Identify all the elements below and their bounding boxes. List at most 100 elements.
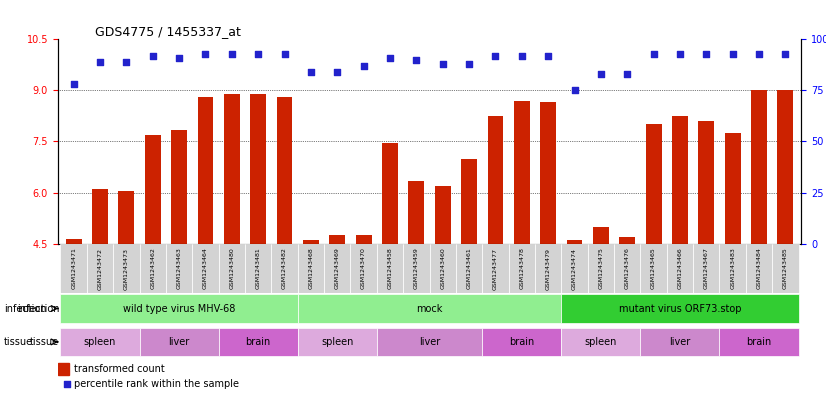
Point (779, 50, 792, 57)
Bar (118, 191, 135, 244)
Text: spleen: spleen (83, 337, 116, 347)
Text: GSM1243473: GSM1243473 (124, 248, 129, 290)
Point (504, 292, 517, 298)
Point (620, 71, 634, 77)
Text: GSM1243469: GSM1243469 (335, 248, 339, 290)
Point (726, 50, 739, 57)
Text: GSM1243459: GSM1243459 (414, 248, 419, 290)
Point (647, 50, 660, 57)
Point (568, 87, 582, 94)
Point (146, 53, 159, 59)
Bar (303, 240, 319, 244)
Bar (724, 133, 741, 244)
Text: liver: liver (169, 337, 190, 347)
Point (410, 57, 423, 63)
Text: GSM1243462: GSM1243462 (150, 248, 155, 290)
FancyBboxPatch shape (614, 244, 640, 293)
FancyBboxPatch shape (219, 328, 297, 356)
Text: wild type virus MHV-68: wild type virus MHV-68 (123, 303, 235, 314)
FancyBboxPatch shape (60, 328, 140, 356)
Text: brain: brain (747, 337, 771, 347)
FancyBboxPatch shape (324, 244, 350, 293)
Bar (145, 135, 160, 244)
Point (225, 50, 239, 57)
FancyBboxPatch shape (430, 244, 456, 293)
Bar (699, 121, 714, 244)
Text: brain: brain (509, 337, 534, 347)
FancyBboxPatch shape (509, 244, 535, 293)
FancyBboxPatch shape (772, 244, 799, 293)
Text: spleen: spleen (585, 337, 617, 347)
FancyBboxPatch shape (60, 294, 297, 323)
Bar (540, 102, 556, 244)
Point (673, 50, 686, 57)
Text: GSM1243471: GSM1243471 (71, 248, 76, 290)
Text: GSM1243468: GSM1243468 (308, 248, 313, 289)
Bar (408, 181, 425, 244)
Point (120, 59, 133, 65)
Bar (197, 97, 213, 244)
Text: GSM1243464: GSM1243464 (203, 248, 208, 290)
Text: GSM1243467: GSM1243467 (704, 248, 709, 290)
Bar (620, 237, 635, 244)
FancyBboxPatch shape (297, 294, 562, 323)
FancyBboxPatch shape (482, 244, 509, 293)
Bar (92, 189, 108, 244)
Text: transformed count: transformed count (74, 364, 165, 374)
FancyBboxPatch shape (640, 328, 719, 356)
Bar (250, 94, 266, 244)
Text: GSM1243461: GSM1243461 (467, 248, 472, 289)
Bar (567, 240, 582, 244)
Bar (593, 227, 609, 244)
Point (752, 50, 766, 57)
FancyBboxPatch shape (192, 244, 219, 293)
Bar (356, 235, 372, 244)
Point (93, 59, 107, 65)
Bar (777, 90, 793, 244)
Text: GSM1243481: GSM1243481 (256, 248, 261, 289)
Text: GSM1243478: GSM1243478 (520, 248, 525, 290)
Text: GSM1243477: GSM1243477 (493, 248, 498, 290)
Bar (514, 101, 529, 244)
FancyBboxPatch shape (245, 244, 272, 293)
Text: GSM1243470: GSM1243470 (361, 248, 366, 290)
Text: mock: mock (416, 303, 443, 314)
Point (330, 69, 344, 75)
Point (252, 50, 265, 57)
FancyBboxPatch shape (377, 328, 482, 356)
Bar (382, 143, 398, 244)
FancyBboxPatch shape (87, 244, 113, 293)
Bar (58, 363, 69, 375)
Text: GSM1243472: GSM1243472 (97, 248, 102, 290)
FancyBboxPatch shape (667, 244, 693, 293)
Text: GSM1243480: GSM1243480 (230, 248, 235, 289)
Bar (330, 235, 345, 244)
Text: GSM1243463: GSM1243463 (177, 248, 182, 290)
Point (515, 53, 529, 59)
FancyBboxPatch shape (535, 244, 562, 293)
Text: GSM1243474: GSM1243474 (572, 248, 577, 290)
Text: GSM1243476: GSM1243476 (624, 248, 629, 290)
Text: GSM1243460: GSM1243460 (440, 248, 445, 289)
Point (199, 50, 212, 57)
FancyBboxPatch shape (482, 328, 562, 356)
Text: infection: infection (4, 303, 46, 314)
FancyBboxPatch shape (719, 244, 746, 293)
Bar (672, 116, 688, 244)
FancyBboxPatch shape (140, 328, 219, 356)
FancyBboxPatch shape (219, 244, 245, 293)
FancyBboxPatch shape (113, 244, 140, 293)
Text: percentile rank within the sample: percentile rank within the sample (74, 379, 240, 389)
Text: tissue: tissue (30, 337, 59, 347)
Point (700, 50, 713, 57)
Point (67, 81, 80, 87)
Bar (277, 97, 292, 244)
Point (436, 61, 449, 67)
FancyBboxPatch shape (60, 244, 87, 293)
FancyBboxPatch shape (640, 244, 667, 293)
Text: GDS4775 / 1455337_at: GDS4775 / 1455337_at (95, 25, 241, 38)
Bar (751, 90, 767, 244)
FancyBboxPatch shape (297, 244, 324, 293)
Text: tissue: tissue (4, 337, 33, 347)
Text: spleen: spleen (321, 337, 354, 347)
